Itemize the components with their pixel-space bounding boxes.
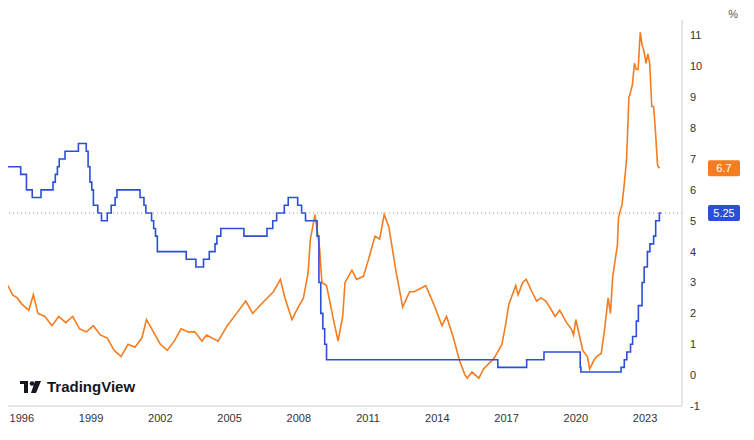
svg-text:2017: 2017 [494, 412, 518, 424]
svg-text:7: 7 [690, 153, 696, 165]
svg-text:10: 10 [690, 60, 702, 72]
svg-text:2023: 2023 [633, 412, 657, 424]
svg-text:5: 5 [690, 215, 696, 227]
svg-text:2014: 2014 [425, 412, 449, 424]
svg-text:6.7: 6.7 [716, 162, 731, 174]
svg-text:1: 1 [690, 338, 696, 350]
svg-text:11: 11 [690, 29, 701, 41]
svg-text:3: 3 [690, 276, 696, 288]
svg-text:2005: 2005 [217, 412, 241, 424]
svg-text:2008: 2008 [287, 412, 311, 424]
svg-text:6: 6 [690, 184, 696, 196]
svg-text:-1: -1 [690, 400, 700, 412]
svg-text:2: 2 [690, 307, 696, 319]
svg-text:1996: 1996 [10, 412, 34, 424]
svg-text:2002: 2002 [148, 412, 172, 424]
svg-text:9: 9 [690, 91, 696, 103]
svg-text:4: 4 [690, 246, 696, 258]
svg-text:1999: 1999 [79, 412, 103, 424]
svg-text:2011: 2011 [356, 412, 380, 424]
svg-text:2020: 2020 [564, 412, 588, 424]
svg-text:5.25: 5.25 [713, 207, 734, 219]
svg-text:8: 8 [690, 122, 696, 134]
svg-text:0: 0 [690, 369, 696, 381]
html-text:TradingView: TradingView [47, 378, 136, 395]
